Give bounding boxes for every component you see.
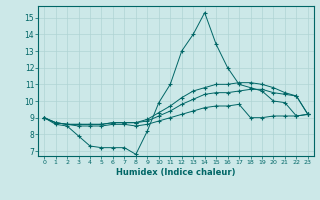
X-axis label: Humidex (Indice chaleur): Humidex (Indice chaleur) [116, 168, 236, 177]
